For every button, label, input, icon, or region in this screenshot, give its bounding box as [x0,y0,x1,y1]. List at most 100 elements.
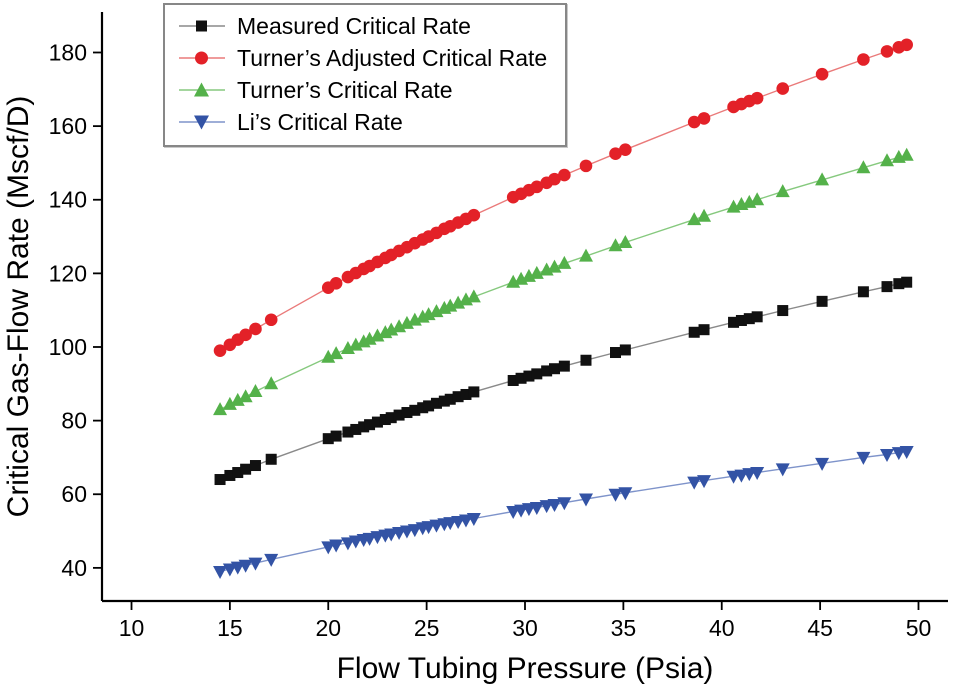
legend-item-li: Li’s Critical Rate [177,107,547,137]
data-point-square [249,460,261,472]
data-point-triangle-up [899,147,914,161]
data-point-triangle-up [856,160,871,174]
legend-label-li: Li’s Critical Rate [237,108,403,135]
data-point-square [417,402,429,414]
data-point-square [224,469,236,481]
data-point-circle [687,115,701,129]
data-point-square [423,400,435,412]
data-point-square [610,347,622,359]
data-point-triangle-up [362,331,377,345]
y-tick-label: 160 [49,113,87,139]
data-point-triangle-up [222,396,237,410]
legend-label-measured: Measured Critical Rate [237,12,471,39]
data-point-triangle-up [392,319,407,333]
data-point-circle [213,344,227,357]
data-point-square [452,391,464,403]
data-point-triangle-up [466,289,481,303]
triangle-down-marker-icon [179,115,225,130]
data-point-square [265,453,277,465]
data-point-triangle-down [407,524,422,538]
data-point-square [816,295,828,307]
data-point-triangle-down [557,497,572,511]
data-point-triangle-up [880,153,895,167]
y-tick-label: 180 [49,39,87,65]
y-tick-label: 60 [61,481,87,507]
data-point-triangle-down [340,537,355,551]
data-point-circle [579,159,593,173]
data-point-triangle-up [340,340,355,354]
data-point-square [751,311,763,323]
data-point-triangle-up [578,248,593,262]
data-point-triangle-down [230,561,245,575]
data-point-triangle-up [329,346,344,360]
data-point-square [735,314,747,326]
data-point-square [893,278,905,290]
data-point-triangle-up [384,322,399,336]
data-point-triangle-down [608,488,623,502]
data-point-square [214,474,226,486]
data-point-triangle-up [687,212,702,226]
data-point-triangle-down [775,463,790,477]
square-marker-icon [179,20,225,32]
data-point-square [371,416,383,428]
data-point-triangle-down [213,566,228,580]
data-point-square [901,276,913,288]
data-point-circle [697,112,711,125]
data-point-triangle-up [370,328,385,342]
data-point-circle [264,313,278,327]
x-tick-label: 20 [315,615,341,641]
data-point-triangle-down [264,553,279,567]
data-point-square [379,414,391,426]
data-point-square [409,404,421,416]
data-point-triangle-up [348,337,363,351]
data-point-circle [857,53,870,66]
data-point-square [728,316,740,328]
data-point-circle [609,147,622,161]
data-point-triangle-down [321,541,336,555]
data-point-triangle-up [264,376,279,390]
y-axis-title: Critical Gas-Flow Rate (Mscf/D) [2,96,35,518]
data-point-triangle-up [697,208,712,222]
data-point-triangle-down [248,557,263,571]
data-point-triangle-up [451,295,466,309]
data-point-triangle-up [399,315,414,329]
data-point-triangle-up [775,184,790,198]
data-point-triangle-down [687,476,702,490]
x-tick-label: 30 [512,615,538,641]
data-point-circle [467,208,481,222]
data-point-circle [249,322,262,336]
data-point-circle [530,180,544,194]
data-point-triangle-down [529,501,544,515]
data-point-circle [329,277,343,290]
data-point-square [857,286,869,298]
data-point-square [350,423,362,435]
data-point-triangle-up [238,389,253,403]
data-point-square [460,388,472,400]
data-point-triangle-up [213,402,228,416]
y-tick-label: 100 [49,334,87,360]
data-point-square [507,374,519,386]
data-point-square [558,360,570,372]
data-point-square [580,354,592,366]
x-tick-label: 40 [709,615,735,641]
data-point-triangle-down [238,559,253,573]
data-point-square [232,467,244,479]
data-point-square [777,305,789,317]
x-tick-label: 35 [611,615,637,641]
data-point-circle [558,168,571,182]
data-point-square [549,363,561,375]
data-point-square [619,344,631,356]
data-point-triangle-down [880,448,895,462]
data-point-circle [880,45,894,58]
legend-label-turner-adjusted: Turner’s Adjusted Critical Rate [237,44,548,71]
data-point-triangle-down [899,446,914,460]
data-point-triangle-down [697,475,712,489]
data-point-circle [750,91,764,105]
series-line [219,450,907,573]
legend-item-turner-adjusted: Turner’s Adjusted Critical Rate [177,43,547,73]
data-point-triangle-down [815,457,830,471]
chart-legend: Measured Critical Rate Turner’s Adjusted… [163,3,568,147]
data-point-square [881,281,893,293]
